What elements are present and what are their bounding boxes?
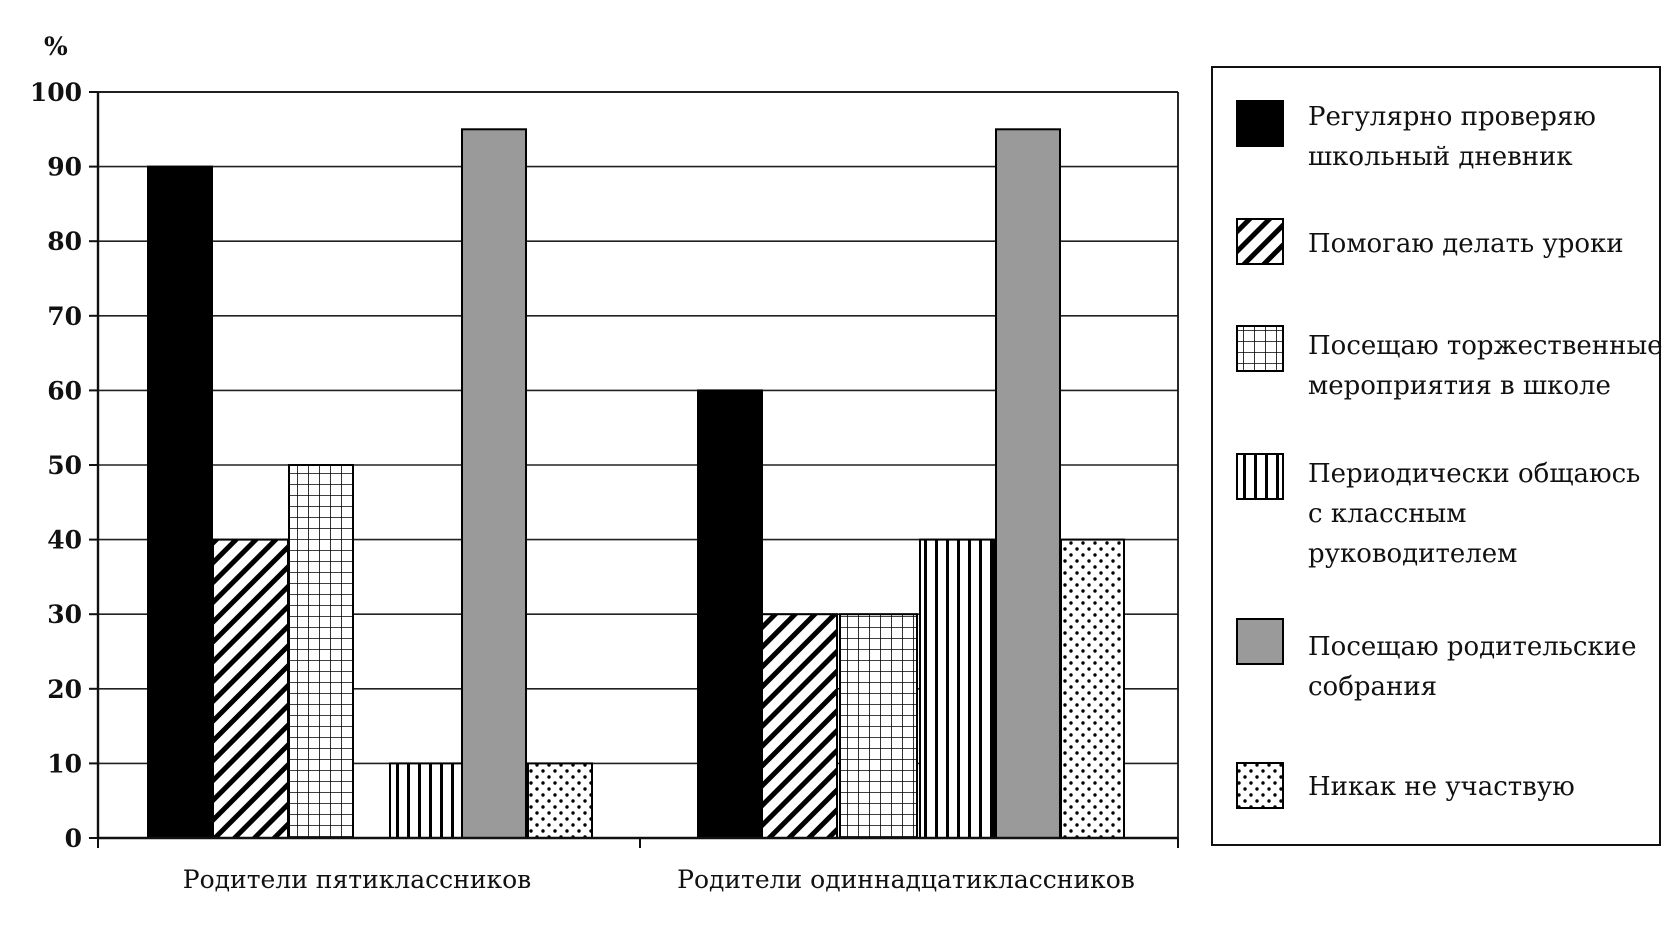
bar-fifth-series-4 [461,128,527,840]
category-label-eleventh-graders: Родители одиннадцатиклассников [677,865,1135,894]
bar-eleventh-series-5 [1060,538,1125,839]
y-tick-label: 30 [47,600,82,629]
legend-label-3-line-2: руководителем [1308,539,1517,569]
legend-label-0-line-0: Регулярно проверяю [1308,102,1596,132]
bar-fifth-series-3 [389,762,463,840]
legend-swatch-5 [1236,762,1284,809]
bar-eleventh-series-0 [697,389,763,839]
legend-swatch-3 [1236,453,1284,500]
y-tick-label: 70 [47,302,82,331]
legend-swatch-4 [1236,618,1284,665]
legend-swatch-2 [1236,325,1284,372]
y-tick-label: 90 [47,153,82,182]
legend-label-5-line-0: Никак не участвую [1308,772,1575,802]
bar-fifth-series-2 [288,464,354,839]
bar-fifth-series-0 [147,165,213,840]
legend-label-1-line-0: Помогаю делать уроки [1308,229,1624,259]
category-label-fifth-graders: Родители пятиклассников [183,865,531,894]
y-tick-label: 80 [47,227,82,256]
legend-label-3-line-0: Периодически общаюсь [1308,459,1640,489]
legend-label-2-line-1: мероприятия в школе [1308,371,1611,401]
legend-label-3-line-1: с классным [1308,499,1466,529]
y-tick-label: 40 [47,526,82,555]
y-tick-label: 10 [47,749,82,778]
y-axis-tick-labels: 0 10 20 30 40 50 60 70 80 90 100 [30,78,98,853]
y-tick-label: 60 [47,376,82,405]
legend-label-4-line-0: Посещаю родительские [1308,632,1636,662]
legend-label-2-line-0: Посещаю торжественные [1308,331,1663,361]
y-tick-label: 50 [47,451,82,480]
legend-swatch-0 [1236,100,1284,147]
y-tick-label: 20 [47,675,82,704]
bar-eleventh-series-3 [919,538,995,839]
bar-eleventh-series-1 [761,613,838,840]
y-tick-label: 100 [30,78,82,107]
legend-box [1211,66,1661,846]
bar-eleventh-series-2 [839,613,918,840]
legend-label-0-line-1: школьный дневник [1308,142,1573,172]
bars [147,128,1125,840]
bar-fifth-series-5 [527,762,593,840]
legend-label-4-line-1: собрания [1308,672,1437,702]
bar-eleventh-series-4 [995,128,1061,840]
legend: Регулярно проверяю школьный дневник Помога… [1211,66,1663,846]
axes [96,91,1179,848]
y-axis-unit-label: % [44,32,68,61]
y-tick-label: 0 [65,824,82,853]
bar-fifth-series-1 [212,538,289,839]
legend-swatch-1 [1236,218,1284,265]
